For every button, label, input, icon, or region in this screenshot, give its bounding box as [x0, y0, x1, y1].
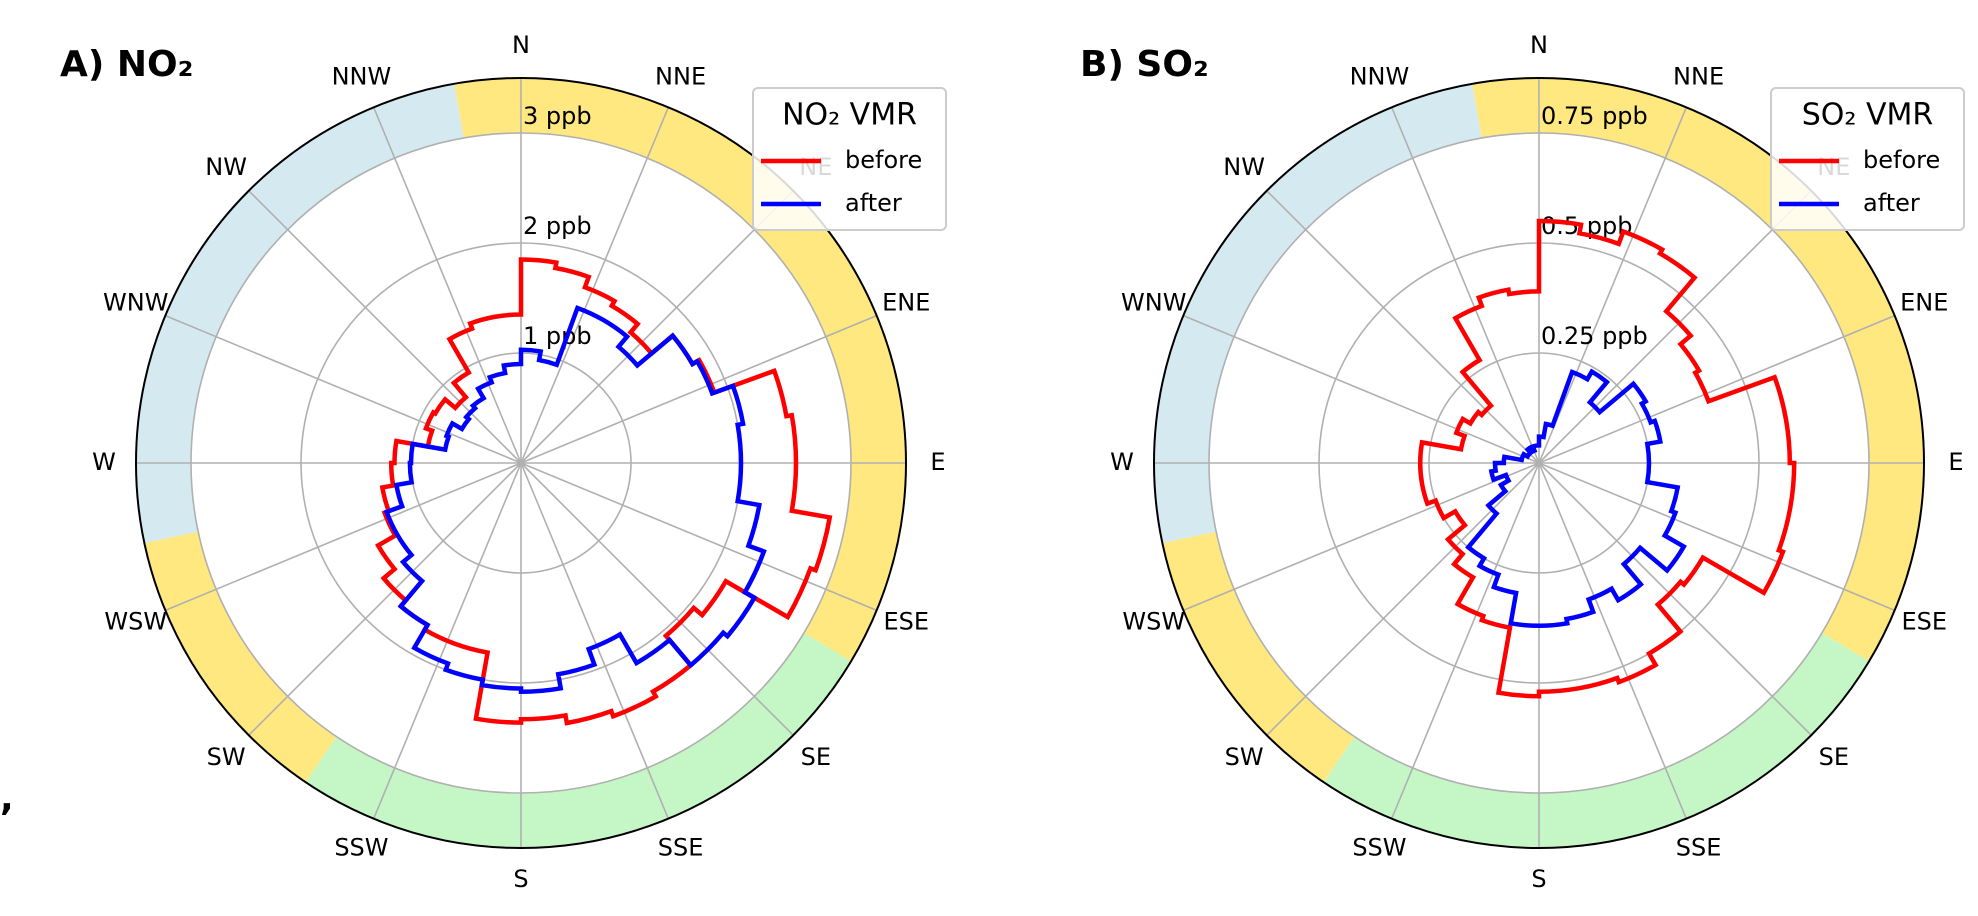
- direction-label: WNW: [1121, 288, 1186, 316]
- panel-title: B) SO₂: [1080, 44, 1209, 85]
- direction-label: SSW: [1352, 833, 1406, 861]
- direction-label: NW: [205, 153, 247, 181]
- direction-label: E: [930, 448, 945, 476]
- spoke: [520, 107, 670, 464]
- direction-label: NNW: [332, 63, 392, 91]
- spoke: [1538, 107, 1688, 464]
- spoke: [520, 462, 794, 736]
- spoke: [1538, 462, 1688, 819]
- radial-tick-label: 3 ppb: [523, 102, 592, 130]
- spoke: [1538, 314, 1895, 464]
- direction-label: S: [513, 865, 528, 893]
- direction-label: SW: [207, 743, 246, 771]
- direction-label: SSW: [334, 833, 388, 861]
- legend-label: before: [1863, 146, 1940, 174]
- direction-label: S: [1531, 865, 1546, 893]
- direction-label: ESE: [883, 608, 929, 636]
- radial-tick-label: 0.75 ppb: [1541, 102, 1648, 130]
- panel-title: A) NO₂: [60, 44, 193, 85]
- spoke: [1266, 190, 1540, 464]
- legend-label: after: [845, 189, 902, 217]
- outer-circle: [135, 77, 907, 849]
- annotation: ,: [0, 778, 14, 819]
- direction-label: SE: [801, 743, 831, 771]
- spoke: [1183, 314, 1540, 464]
- series-line: [1465, 368, 1687, 629]
- series-line: [383, 305, 767, 695]
- direction-label: ENE: [1900, 288, 1948, 316]
- legend-label: before: [845, 146, 922, 174]
- direction-label: W: [92, 448, 116, 476]
- spoke: [248, 190, 522, 464]
- sector: [1154, 83, 1482, 544]
- spoke: [372, 107, 522, 464]
- legend-title: SO₂ VMR: [1802, 98, 1933, 133]
- direction-label: N: [1530, 31, 1548, 59]
- direction-label: WSW: [1122, 608, 1185, 636]
- spoke: [1538, 462, 1812, 736]
- sector: [135, 83, 464, 544]
- direction-label: NNW: [1350, 63, 1410, 91]
- radial-tick-label: 2 ppb: [523, 212, 592, 240]
- direction-label: W: [1110, 448, 1134, 476]
- direction-label: SSE: [1676, 833, 1722, 861]
- spoke: [520, 190, 794, 464]
- series-line: [375, 257, 833, 726]
- radial-tick-label: 1 ppb: [523, 322, 592, 350]
- spoke: [1538, 190, 1812, 464]
- sector: [144, 531, 337, 783]
- direction-label: SW: [1225, 743, 1264, 771]
- direction-label: NW: [1223, 153, 1265, 181]
- direction-label: ESE: [1901, 608, 1947, 636]
- spoke: [520, 462, 877, 612]
- direction-label: SSE: [658, 833, 704, 861]
- direction-label: SE: [1819, 743, 1849, 771]
- spoke: [165, 462, 522, 612]
- direction-label: NNE: [1673, 63, 1724, 91]
- spoke: [1183, 462, 1540, 612]
- series-line: [1417, 218, 1797, 699]
- direction-label: E: [1948, 448, 1963, 476]
- outer-circle: [1153, 77, 1925, 849]
- legend-box: [752, 87, 947, 231]
- legend-title: NO₂ VMR: [782, 98, 917, 133]
- spoke: [1390, 462, 1540, 819]
- spoke: [520, 314, 877, 464]
- direction-label: WSW: [104, 608, 167, 636]
- direction-label: ENE: [882, 288, 930, 316]
- legend-label: after: [1863, 189, 1920, 217]
- spoke: [248, 462, 522, 736]
- direction-label: NNE: [655, 63, 706, 91]
- spoke: [520, 462, 670, 819]
- spoke: [1538, 462, 1895, 612]
- direction-label: N: [512, 31, 530, 59]
- spoke: [165, 314, 522, 464]
- radial-tick-label: 0.25 ppb: [1541, 322, 1648, 350]
- legend-box: [1770, 87, 1965, 231]
- sector: [1162, 531, 1355, 783]
- sector: [305, 632, 852, 848]
- spoke: [1390, 107, 1540, 464]
- direction-label: WNW: [103, 288, 168, 316]
- sector: [1323, 632, 1870, 848]
